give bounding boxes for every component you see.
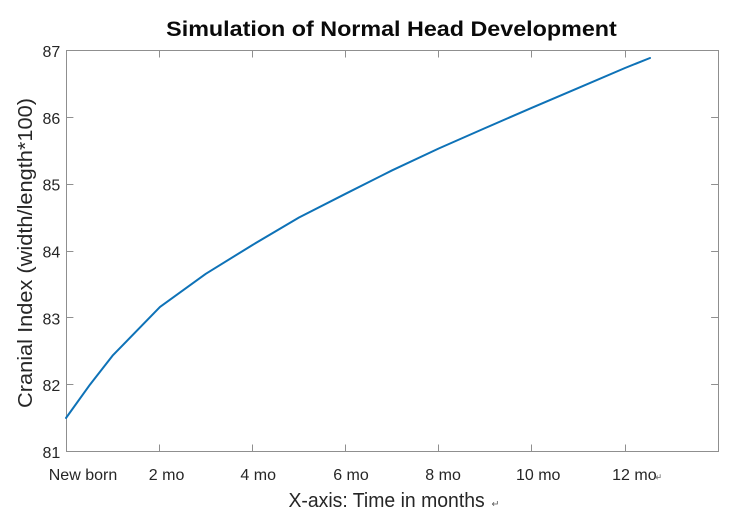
svg-text:85: 85 <box>43 178 61 195</box>
svg-text:10 mo: 10 mo <box>516 467 561 484</box>
svg-text:Cranial Index (width/length*10: Cranial Index (width/length*100) <box>15 98 37 408</box>
svg-text:87: 87 <box>43 44 61 61</box>
svg-text:84: 84 <box>43 245 61 262</box>
svg-text:New born: New born <box>49 467 117 484</box>
svg-text:↵: ↵ <box>492 499 500 510</box>
svg-text:4 mo: 4 mo <box>240 467 276 484</box>
svg-text:82: 82 <box>43 378 61 395</box>
svg-text:8 mo: 8 mo <box>425 467 461 484</box>
svg-text:83: 83 <box>43 311 61 328</box>
svg-text:12 mo: 12 mo <box>612 467 657 484</box>
svg-text:6 mo: 6 mo <box>333 467 369 484</box>
svg-text:2 mo: 2 mo <box>149 467 185 484</box>
svg-text:86: 86 <box>43 111 61 128</box>
svg-text:X-axis: Time in months: X-axis: Time in months <box>288 490 484 512</box>
svg-text:81: 81 <box>43 445 61 462</box>
svg-text:Simulation of Normal Head Deve: Simulation of Normal Head Development <box>166 17 617 41</box>
